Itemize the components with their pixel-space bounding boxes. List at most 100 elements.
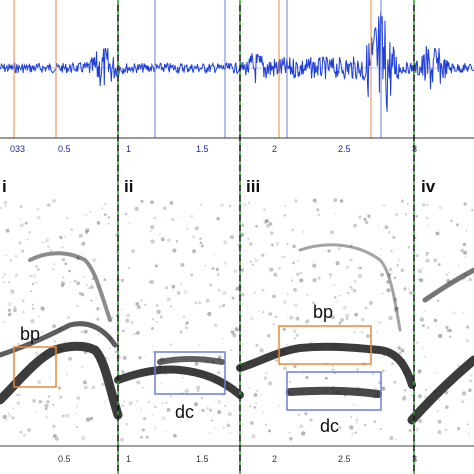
- spectrogram-speckle: [8, 414, 12, 418]
- spectrogram-speckle: [61, 281, 66, 286]
- spectrogram-speckle: [287, 314, 289, 316]
- spectrogram-speckle: [471, 275, 473, 277]
- spectrogram-speckle: [76, 426, 78, 428]
- spectrogram-speckle: [345, 313, 350, 318]
- spectrogram-speckle: [125, 423, 128, 426]
- spectrogram-speckle: [197, 301, 202, 305]
- spectrogram-speckle: [330, 315, 335, 319]
- spectrogram-speckle: [380, 248, 383, 250]
- spectrogram-speckle: [417, 278, 421, 281]
- spectrogram-speckle: [176, 291, 181, 295]
- spectrogram-speckle: [19, 218, 22, 221]
- spectrogram-speckle: [163, 206, 167, 211]
- spectrogram-speckle: [261, 288, 265, 292]
- spectrogram-speckle: [139, 298, 144, 303]
- spectrogram-speckle: [433, 318, 438, 323]
- spectrogram-speckle: [17, 342, 20, 346]
- spectrogram-speckle: [63, 340, 66, 343]
- spectrogram-speckle: [53, 434, 57, 438]
- spectrogram-speckle: [67, 316, 70, 319]
- spectrogram-speckle: [5, 228, 10, 233]
- spectrogram-speckle: [144, 355, 146, 358]
- spectrogram-speckle: [407, 288, 410, 290]
- spectrogram-speckle: [350, 245, 353, 248]
- spectrogram-speckle: [251, 263, 254, 266]
- spectrogram-speckle: [333, 284, 335, 286]
- harmonic-band: [286, 386, 382, 398]
- spectrogram-speckle: [213, 253, 216, 255]
- spectrogram-speckle: [305, 375, 309, 380]
- spectrogram-speckle: [7, 302, 12, 306]
- section-label: iv: [421, 177, 436, 196]
- spectrogram-speckle: [369, 217, 371, 219]
- spectrogram-speckle: [76, 396, 81, 400]
- spectrogram-speckle: [463, 202, 467, 206]
- spectrogram-speckle: [286, 243, 289, 246]
- spectrogram-speckle: [40, 306, 45, 311]
- spectrogram-speckle: [37, 380, 41, 385]
- spectrogram-speckle: [7, 308, 11, 312]
- spectrogram-speckle: [381, 292, 384, 295]
- spectrogram-speckle: [271, 243, 274, 246]
- spectrogram-speckle: [21, 249, 24, 253]
- spectrogram-speckle: [288, 431, 291, 434]
- spectrogram-speckle: [120, 403, 125, 408]
- spectrogram-speckle: [158, 233, 161, 236]
- spectrogram-speckle: [408, 429, 412, 432]
- spectrogram-speckle: [403, 287, 407, 291]
- spectrogram-speckle: [35, 282, 37, 284]
- spectrogram-speckle: [334, 296, 337, 299]
- spectrogram-speckle: [317, 213, 320, 217]
- spectrogram-speckle: [35, 265, 38, 268]
- spectrogram-speckle: [253, 393, 258, 397]
- spectrogram-speckle: [114, 350, 118, 354]
- spectrogram-speckle: [349, 287, 354, 291]
- harmonic-band: [407, 355, 474, 425]
- spectrogram-speckle: [85, 228, 90, 233]
- spectrogram-speckle: [44, 403, 49, 409]
- spectrogram-speckle: [7, 312, 12, 317]
- spectrogram-speckle: [53, 340, 57, 344]
- spectrogram-speckle: [229, 235, 234, 240]
- spectrogram-speckle: [222, 338, 224, 340]
- spectrogram-speckle: [134, 403, 136, 405]
- spectrogram-speckle: [3, 201, 8, 205]
- spectrogram-speckle: [403, 395, 406, 398]
- spectrogram-speckle: [283, 366, 287, 371]
- spectrogram-speckle: [448, 271, 451, 274]
- spectrogram-speckle: [83, 276, 86, 278]
- harmonic-band: [114, 365, 244, 399]
- spectrogram-speckle: [404, 389, 407, 392]
- spectrogram-speckle: [200, 244, 205, 248]
- spectrogram-speckle: [312, 263, 317, 268]
- spectrogram-speckle: [136, 380, 141, 385]
- spectrogram-speckle: [209, 408, 213, 412]
- spectrogram-speckle: [379, 428, 382, 430]
- spectrogram-speckle: [186, 321, 189, 325]
- spectrogram-speckle: [429, 387, 432, 389]
- spectrogram-speckle: [466, 325, 470, 329]
- spectrogram-speckle: [11, 416, 15, 420]
- spectrogram-speckle: [153, 216, 156, 219]
- spectrogram-speckle: [172, 248, 177, 253]
- spectrogram-speckle: [135, 330, 140, 335]
- spectrogram-speckle: [133, 333, 136, 335]
- spectrogram-speckle: [24, 221, 28, 225]
- waveform-tick: 0.5: [58, 144, 71, 154]
- harmonic-band: [298, 243, 402, 332]
- spectrogram-speckle: [192, 249, 196, 254]
- spectrogram-speckle: [191, 234, 196, 239]
- spectrogram-speckle: [351, 432, 355, 436]
- spectrogram-speckle: [218, 304, 223, 309]
- spectrogram-speckle: [216, 370, 221, 375]
- spectrogram-speckle: [240, 232, 245, 237]
- spectrogram-speckle: [419, 278, 424, 283]
- spectrogram-speckle: [436, 410, 439, 413]
- spectrogram-speckle: [214, 428, 216, 430]
- spectrogram-speckle: [291, 360, 293, 362]
- spectrogram-speckle: [404, 213, 408, 216]
- spectrogram-speckle: [456, 427, 461, 431]
- spectrogram-speckle: [407, 203, 409, 205]
- spectrogram-speckle: [353, 279, 357, 284]
- spectrogram-speckle: [355, 422, 358, 424]
